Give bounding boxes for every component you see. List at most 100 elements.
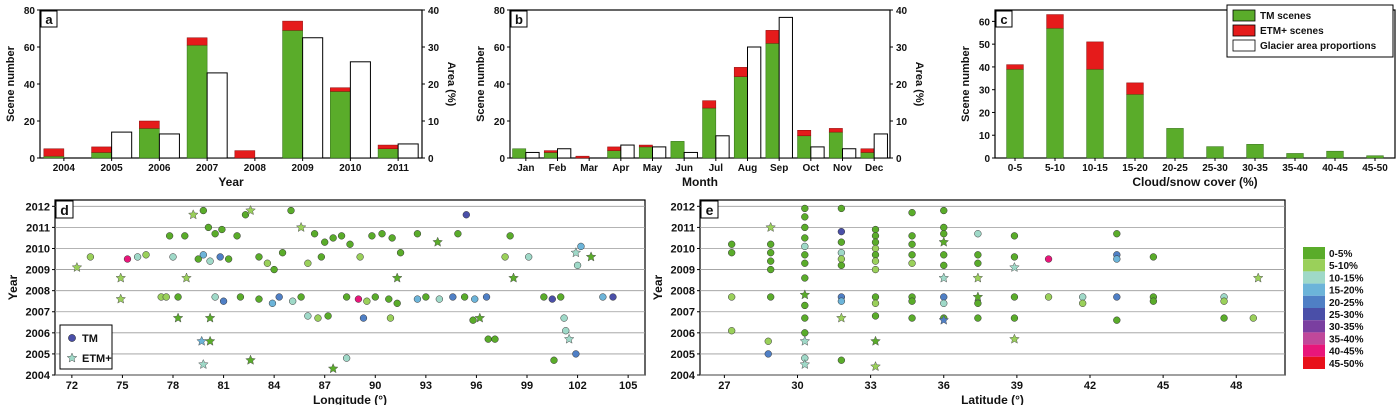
x-tick-label: Oct — [802, 163, 819, 174]
tm-point — [871, 251, 880, 259]
tm-point — [764, 350, 772, 358]
tm-point — [174, 293, 182, 301]
tm-point — [314, 314, 322, 322]
tm-bar — [860, 152, 875, 159]
colorbar-swatch — [1303, 356, 1325, 369]
colorbar-swatch — [1303, 320, 1325, 333]
x-tick-label: 102 — [568, 380, 586, 392]
tm-point — [278, 249, 287, 257]
x-tick-label: Mar — [580, 163, 598, 174]
legend-tm-marker — [68, 334, 76, 342]
etm-bar — [638, 144, 653, 148]
x-tick-label: 81 — [217, 380, 229, 392]
etm-point — [870, 360, 881, 372]
x-tick-label: 33 — [865, 380, 877, 392]
area-bar — [620, 144, 635, 159]
tm-point — [562, 327, 570, 335]
y-right-tick-label: 10 — [896, 117, 908, 128]
tm-bar — [91, 152, 112, 159]
etm-point — [508, 272, 519, 283]
y-tick-label: 60 — [494, 43, 506, 54]
tm-point — [275, 293, 283, 301]
etm-point — [570, 247, 582, 258]
tm-point — [371, 293, 379, 301]
tm-point — [940, 206, 948, 215]
area-bar — [873, 133, 888, 159]
colorbar-label: 0-5% — [1329, 249, 1352, 260]
tm-point — [1149, 297, 1158, 305]
y-tick-label: 0 — [984, 154, 990, 165]
tm-bar — [797, 135, 812, 159]
legend-box — [59, 324, 113, 370]
tm-point — [767, 249, 775, 257]
tm-bar — [607, 150, 622, 159]
tm-point — [1113, 230, 1121, 238]
tm-point — [1220, 314, 1228, 322]
tm-bar — [1006, 68, 1024, 159]
tm-point — [908, 259, 916, 267]
y-tick-label: 20 — [24, 117, 36, 128]
tm-bar — [828, 131, 843, 159]
tm-point — [767, 240, 775, 248]
y-right-tick-label: 40 — [896, 6, 908, 17]
y-tick-label: 2009 — [671, 265, 695, 277]
y-tick-label: 30 — [979, 86, 991, 97]
tm-point — [233, 232, 241, 240]
tm-point — [289, 297, 297, 305]
panel-e — [697, 199, 1286, 378]
tm-point — [142, 251, 150, 259]
colorbar — [1303, 247, 1325, 369]
x-tick-label: 0-5 — [1008, 163, 1023, 174]
tm-point — [974, 251, 982, 259]
colorbar-label: 40-45% — [1329, 347, 1364, 358]
tm-bar — [1086, 68, 1104, 159]
x-tick-label: 27 — [718, 380, 730, 392]
tm-point — [219, 297, 228, 305]
colorbar-label: 35-40% — [1329, 334, 1364, 345]
tm-point — [236, 293, 245, 301]
tm-point — [86, 253, 95, 261]
x-tick-label: 99 — [521, 380, 533, 392]
etm-bar — [1126, 82, 1144, 95]
area-bar — [158, 133, 180, 159]
x-tick-label: 72 — [66, 380, 78, 392]
etm-bar — [91, 146, 112, 153]
legend-etm-marker — [66, 352, 78, 363]
colorbar-label: 45-50% — [1329, 359, 1364, 370]
panel-tag: a — [45, 12, 53, 27]
y-tick-label: 40 — [24, 80, 36, 91]
tm-point — [940, 230, 948, 238]
etm-point — [585, 251, 597, 262]
plot-frame — [54, 199, 646, 376]
x-tick-label: 2005 — [101, 163, 124, 174]
tm-point — [435, 295, 443, 303]
y-tick-label: 0 — [29, 154, 35, 165]
x-axis-label: Latitude (°) — [961, 393, 1024, 405]
etm-bar — [733, 67, 748, 77]
etm-point — [938, 314, 950, 325]
x-tick-label: 40-45 — [1322, 163, 1348, 174]
tm-point — [609, 293, 617, 301]
tm-point — [462, 211, 470, 219]
y-tick-label: 80 — [24, 6, 36, 17]
etm-point — [799, 289, 811, 300]
etm-point — [938, 236, 950, 247]
etm-bar — [282, 20, 303, 31]
tm-point — [767, 265, 775, 274]
tm-point — [216, 253, 224, 261]
x-tick-label: Aug — [738, 163, 757, 174]
tm-point — [1010, 314, 1019, 322]
y-tick-label: 40 — [494, 80, 506, 91]
etm-point — [972, 272, 984, 283]
tm-point — [1010, 293, 1019, 301]
panel-tag: e — [706, 202, 714, 218]
y-right-tick-label: 0 — [896, 154, 902, 165]
tm-point — [801, 301, 809, 310]
x-tick-label: 2007 — [196, 163, 219, 174]
etm-bar — [139, 120, 160, 129]
panel-tag-box — [700, 200, 719, 219]
tm-point — [837, 249, 846, 257]
etm-point — [115, 272, 127, 283]
tm-point — [165, 232, 174, 240]
